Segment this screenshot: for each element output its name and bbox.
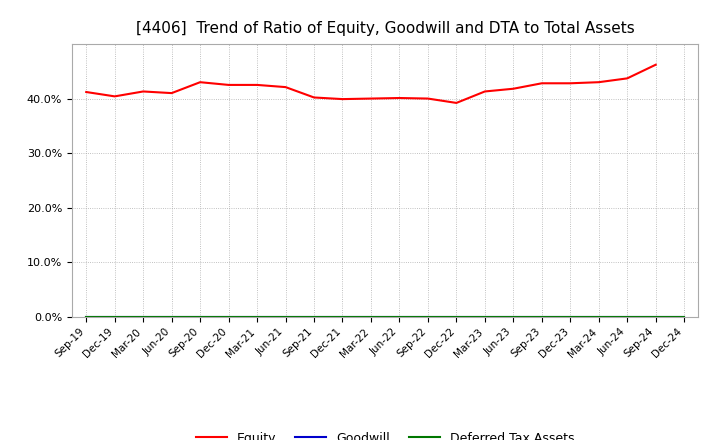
Equity: [623, 76, 631, 81]
Deferred Tax Assets: [652, 314, 660, 319]
Goodwill: [595, 314, 603, 319]
Equity: [652, 62, 660, 67]
Goodwill: [509, 314, 518, 319]
Deferred Tax Assets: [595, 314, 603, 319]
Goodwill: [395, 314, 404, 319]
Goodwill: [652, 314, 660, 319]
Deferred Tax Assets: [680, 314, 688, 319]
Goodwill: [82, 314, 91, 319]
Deferred Tax Assets: [366, 314, 375, 319]
Equity: [452, 100, 461, 106]
Deferred Tax Assets: [338, 314, 347, 319]
Equity: [310, 95, 318, 100]
Deferred Tax Assets: [253, 314, 261, 319]
Deferred Tax Assets: [537, 314, 546, 319]
Deferred Tax Assets: [110, 314, 119, 319]
Goodwill: [167, 314, 176, 319]
Equity: [282, 84, 290, 90]
Goodwill: [338, 314, 347, 319]
Deferred Tax Assets: [310, 314, 318, 319]
Deferred Tax Assets: [566, 314, 575, 319]
Goodwill: [310, 314, 318, 319]
Equity: [167, 91, 176, 96]
Goodwill: [282, 314, 290, 319]
Equity: [196, 80, 204, 85]
Equity: [566, 81, 575, 86]
Goodwill: [253, 314, 261, 319]
Deferred Tax Assets: [196, 314, 204, 319]
Legend: Equity, Goodwill, Deferred Tax Assets: Equity, Goodwill, Deferred Tax Assets: [191, 427, 580, 440]
Equity: [225, 82, 233, 88]
Line: Equity: Equity: [86, 65, 656, 103]
Equity: [395, 95, 404, 101]
Deferred Tax Assets: [167, 314, 176, 319]
Equity: [595, 80, 603, 85]
Goodwill: [139, 314, 148, 319]
Goodwill: [366, 314, 375, 319]
Deferred Tax Assets: [282, 314, 290, 319]
Equity: [110, 94, 119, 99]
Deferred Tax Assets: [395, 314, 404, 319]
Goodwill: [566, 314, 575, 319]
Equity: [253, 82, 261, 88]
Equity: [139, 89, 148, 94]
Goodwill: [196, 314, 204, 319]
Goodwill: [225, 314, 233, 319]
Goodwill: [480, 314, 489, 319]
Goodwill: [680, 314, 688, 319]
Title: [4406]  Trend of Ratio of Equity, Goodwill and DTA to Total Assets: [4406] Trend of Ratio of Equity, Goodwil…: [136, 21, 634, 36]
Equity: [509, 86, 518, 92]
Equity: [338, 96, 347, 102]
Deferred Tax Assets: [225, 314, 233, 319]
Equity: [366, 96, 375, 101]
Goodwill: [110, 314, 119, 319]
Goodwill: [537, 314, 546, 319]
Equity: [423, 96, 432, 101]
Goodwill: [423, 314, 432, 319]
Equity: [82, 89, 91, 95]
Deferred Tax Assets: [423, 314, 432, 319]
Deferred Tax Assets: [480, 314, 489, 319]
Deferred Tax Assets: [623, 314, 631, 319]
Equity: [537, 81, 546, 86]
Deferred Tax Assets: [509, 314, 518, 319]
Goodwill: [623, 314, 631, 319]
Deferred Tax Assets: [82, 314, 91, 319]
Goodwill: [452, 314, 461, 319]
Equity: [480, 89, 489, 94]
Deferred Tax Assets: [452, 314, 461, 319]
Deferred Tax Assets: [139, 314, 148, 319]
